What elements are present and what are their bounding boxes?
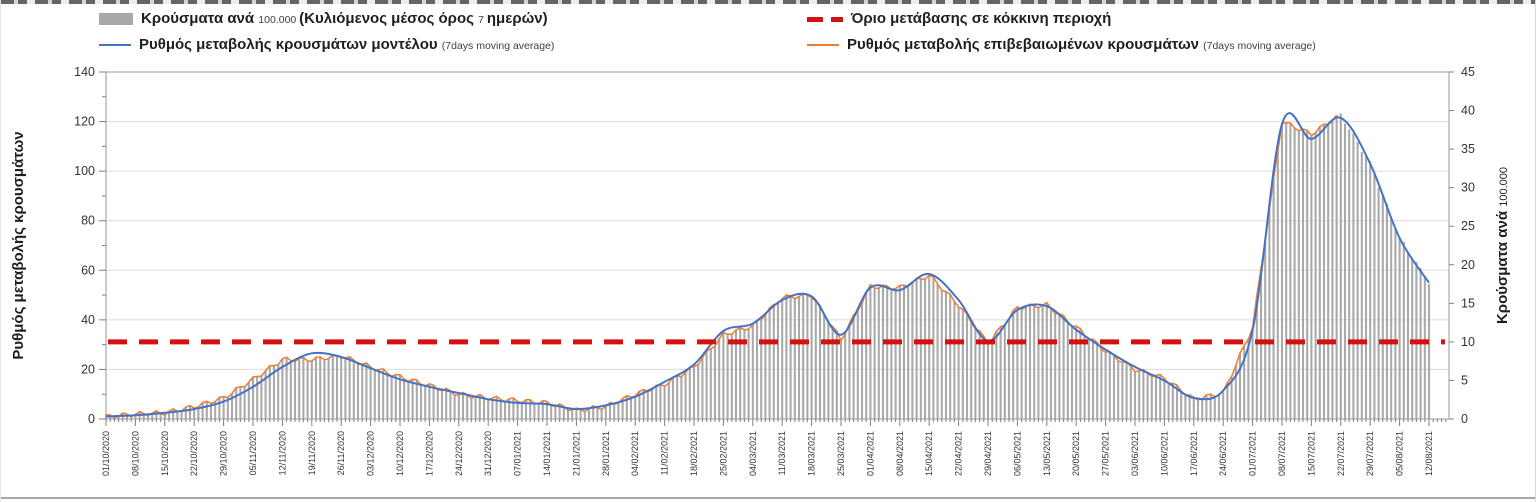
right-axis-tick-label: 20 (1461, 258, 1475, 272)
x-axis-date-label: 08/07/2021 (1277, 431, 1287, 476)
x-axis-date-label: 04/03/2021 (748, 431, 758, 476)
x-axis-date-label: 15/07/2021 (1306, 431, 1316, 476)
left-axis-tick-label: 120 (74, 115, 95, 129)
x-axis-date-label: 21/01/2021 (571, 431, 581, 476)
threshold-swatch (807, 16, 843, 22)
right-axis-title: Κρούσματα ανά 100.000 (1494, 167, 1511, 324)
x-axis-date-label: 05/11/2020 (248, 431, 258, 475)
combo-chart: 0 20 40 60 80 100 120 140 0 5 10 15 20 25 30 35 40 45 01/1… (10, 65, 1511, 476)
x-axis-date-label: 12/11/2020 (277, 431, 287, 475)
top-edge-artifact (1, 0, 1535, 4)
legend-text-segment: Ρυθμός μεταβολής κρουσμάτων μοντέλου (139, 36, 442, 53)
legend-text-segment: 100.000 (258, 14, 300, 26)
left-axis-tick-label: 80 (81, 214, 95, 228)
x-axis-date-label: 28/01/2021 (601, 431, 611, 476)
legend-label-model-line: Ρυθμός μεταβολής κρουσμάτων μοντέλου (7d… (139, 36, 554, 54)
confirmed-line-series (105, 114, 1338, 419)
legend-text-segment: (Κυλιόμενος μέσος όρος (299, 10, 479, 27)
x-axis-date-label: 17/06/2021 (1189, 431, 1199, 476)
bottom-separator (1, 497, 1535, 499)
x-axis-date-label: 18/03/2021 (807, 431, 817, 476)
x-axis-date-label: 10/06/2021 (1159, 431, 1169, 476)
x-axis-date-label: 13/05/2021 (1042, 431, 1052, 476)
x-axis-date-label: 01/10/2020 (101, 431, 111, 476)
legend-text-segment: 7 (478, 14, 487, 26)
x-axis-date-label: 14/01/2021 (542, 431, 552, 476)
left-axis-tick-label: 40 (81, 313, 95, 327)
x-axis-date-label: 01/04/2021 (865, 431, 875, 476)
legend-text-segment: Ρυθμός μεταβολής επιβεβαιωμένων κρουσμάτ… (847, 36, 1204, 53)
legend-label-confirmed-line: Ρυθμός μεταβολής επιβεβαιωμένων κρουσμάτ… (847, 36, 1316, 54)
legend-text-segment: (7days moving average) (1203, 40, 1316, 52)
x-axis-date-label: 05/08/2021 (1395, 431, 1405, 476)
x-axis-date-label: 22/04/2021 (954, 431, 964, 476)
legend-item-model-line: Ρυθμός μεταβολής κρουσμάτων μοντέλου (7d… (99, 36, 554, 54)
left-axis-tick-label: 100 (74, 164, 95, 178)
x-axis-date-label: 11/02/2021 (660, 431, 670, 475)
legend-item-cases-bars: Κρούσματα ανά 100.000 (Κυλιόμενος μέσος … (99, 10, 548, 28)
model-line-swatch (99, 44, 131, 46)
right-axis-tick-label: 15 (1461, 296, 1475, 310)
x-axis-date-label: 25/03/2021 (836, 431, 846, 476)
x-axis-date-label: 22/07/2021 (1336, 431, 1346, 476)
x-axis-date-label: 24/12/2020 (454, 431, 464, 476)
legend-item-red-threshold: Όριο μετάβασης σε κόκκινη περιοχή (807, 10, 1111, 28)
x-axis-date-label: 17/12/2020 (424, 431, 434, 476)
x-axis-date-label: 27/05/2021 (1101, 431, 1111, 476)
model-line-series (105, 112, 1430, 418)
x-axis-date-label: 06/05/2021 (1012, 431, 1022, 476)
x-axis-date-label: 08/04/2021 (895, 431, 905, 476)
right-axis-tick-label: 35 (1461, 142, 1475, 156)
x-axis-date-label: 15/04/2021 (924, 431, 934, 476)
x-axis-date-label: 03/12/2020 (366, 431, 376, 476)
left-axis-title: Ρυθμός μεταβολής κρουσμάτων (10, 131, 27, 359)
x-axis-date-label: 26/11/2020 (336, 431, 346, 475)
x-axis-date-label: 04/02/2021 (630, 431, 640, 476)
x-axis-date-label: 19/11/2020 (307, 431, 317, 475)
left-axis-tick-label: 140 (74, 65, 95, 79)
confirmed-line-swatch (807, 44, 839, 46)
left-axis-tick-label: 60 (81, 263, 95, 277)
legend-text-segment: Κρούσματα ανά (141, 10, 259, 27)
legend: Κρούσματα ανά 100.000 (Κυλιόμενος μέσος … (1, 6, 1535, 64)
x-axis-date-label: 12/08/2021 (1424, 431, 1434, 476)
legend-label-cases-bars: Κρούσματα ανά 100.000 (Κυλιόμενος μέσος … (141, 10, 548, 28)
x-axis-date-label: 08/10/2020 (130, 431, 140, 476)
right-axis-tick-label: 30 (1461, 181, 1475, 195)
legend-label-red-threshold: Όριο μετάβασης σε κόκκινη περιοχή (851, 10, 1111, 28)
x-axis-date-label: 29/10/2020 (219, 431, 229, 476)
x-axis-date-label: 01/07/2021 (1248, 431, 1258, 476)
x-axis-date-label: 31/12/2020 (483, 431, 493, 476)
x-axis-date-label: 22/10/2020 (189, 431, 199, 476)
right-axis-tick-label: 40 (1461, 104, 1475, 118)
x-axis-date-label: 10/12/2020 (395, 431, 405, 476)
x-axis-date-label: 20/05/2021 (1071, 431, 1081, 476)
x-axis-date-label: 25/02/2021 (718, 431, 728, 476)
legend-text-segment: Όριο μετάβασης σε κόκκινη περιοχή (851, 10, 1112, 27)
legend-text-segment: ημερών) (486, 10, 548, 27)
right-axis-tick-label: 5 (1461, 373, 1468, 387)
x-axis-date-label: 29/07/2021 (1365, 431, 1375, 476)
axes: 0 20 40 60 80 100 120 140 0 5 10 15 20 25 30 35 40 45 01/1… (74, 65, 1475, 476)
x-axis-date-label: 29/04/2021 (983, 431, 993, 476)
legend-item-confirmed-line: Ρυθμός μεταβολής επιβεβαιωμένων κρουσμάτ… (807, 36, 1316, 54)
right-axis-tick-label: 0 (1461, 412, 1468, 426)
left-axis-tick-label: 20 (81, 362, 95, 376)
x-axis-date-label: 11/03/2021 (777, 431, 787, 475)
left-axis-tick-label: 0 (88, 412, 95, 426)
bars-swatch (99, 13, 133, 25)
right-axis-tick-label: 10 (1461, 335, 1475, 349)
right-axis-tick-label: 25 (1461, 219, 1475, 233)
x-axis-date-label: 07/01/2021 (513, 431, 523, 476)
x-axis-date-label: 15/10/2020 (160, 431, 170, 476)
x-axis-date-label: 24/06/2021 (1218, 431, 1228, 476)
x-axis-date-label: 03/06/2021 (1130, 431, 1140, 476)
legend-text-segment: (7days moving average) (441, 40, 555, 52)
cases-bars-series (104, 113, 1431, 419)
x-axis-date-label: 18/02/2021 (689, 431, 699, 476)
right-axis-tick-label: 45 (1461, 65, 1475, 79)
